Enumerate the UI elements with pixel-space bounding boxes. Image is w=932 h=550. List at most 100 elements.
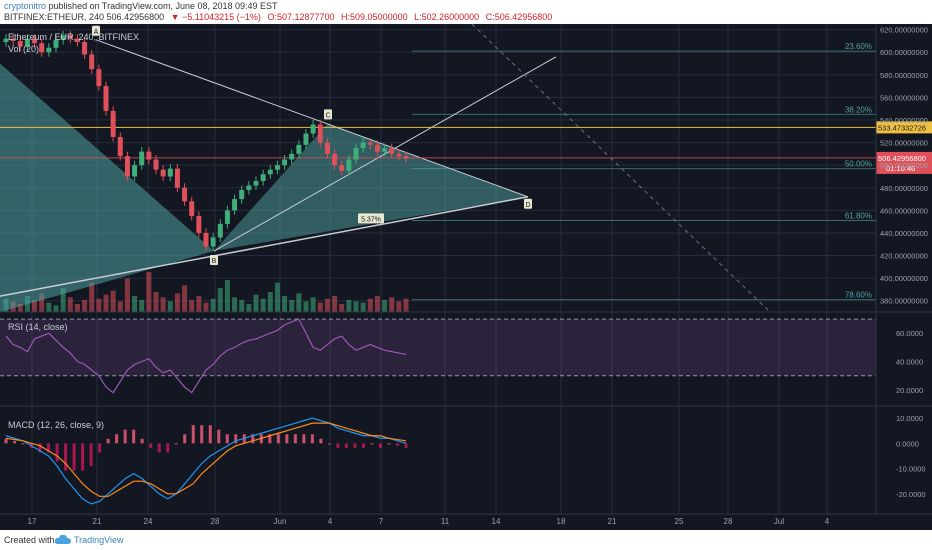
volume-bar — [39, 293, 45, 312]
volume-bar — [239, 300, 245, 312]
pattern-point-label: C — [325, 112, 330, 119]
volume-bar — [17, 304, 23, 312]
candle-body — [103, 86, 109, 111]
macd-histogram-bar — [344, 443, 348, 448]
candle-body — [132, 165, 138, 177]
volume-bar — [296, 293, 302, 312]
macd-histogram-bar — [72, 443, 76, 471]
volume-bar — [353, 301, 359, 312]
x-tick-label: 21 — [608, 517, 617, 526]
axes: 17 21 24 28 Jun 4 7 11 14 18 21 25 28 Jul 4 620.0000000… — [0, 24, 932, 526]
x-tick-label: 24 — [144, 517, 153, 526]
dashed-trendline — [471, 24, 771, 313]
rsi-label: RSI (14, close) — [8, 322, 68, 332]
volume-bar — [324, 298, 330, 312]
candle-body — [139, 151, 145, 166]
price-tick-label: 560.00000000 — [880, 93, 928, 102]
candle-body — [189, 201, 195, 216]
candle-body — [217, 223, 223, 238]
macd-histogram-bar — [353, 443, 357, 448]
signal-line — [5, 422, 407, 497]
macd-histogram-bar — [115, 434, 119, 444]
volume-bar — [153, 292, 159, 312]
macd-histogram-bar — [208, 425, 212, 444]
volume-bar — [403, 298, 409, 312]
candle-body — [146, 151, 152, 160]
candle-body — [210, 237, 216, 247]
low-value: L:502.26000000 — [414, 12, 480, 22]
macd-histogram-bar — [13, 441, 17, 444]
chart-canvas[interactable]: 23.60% 38.20% 50.00% 61.80% 78.60% 533.47332… — [0, 24, 932, 530]
candle-body — [82, 42, 88, 55]
candle-body — [67, 35, 73, 39]
price-tick-label: 600.00000000 — [880, 48, 928, 57]
macd-histogram-bar — [327, 443, 331, 445]
price-tick-label: 520.00000000 — [880, 139, 928, 148]
x-tick-label: 14 — [492, 517, 501, 526]
macd-histogram-bar — [251, 434, 255, 444]
created-with-text: Created with — [4, 535, 55, 545]
teal-triangle-left — [0, 63, 214, 312]
volume-bar — [167, 301, 173, 312]
volume-bar — [260, 298, 266, 312]
candle-body — [124, 156, 130, 177]
candle-body — [3, 38, 9, 43]
price-tick-label: 400.00000000 — [880, 274, 928, 283]
candlesticks — [3, 30, 409, 252]
macd-histogram-bar — [234, 434, 238, 444]
x-tick-label: 28 — [211, 517, 220, 526]
candle-body — [160, 169, 166, 177]
volume-bar — [146, 272, 152, 312]
countdown-label: 01:10:46 — [886, 164, 915, 173]
macd-histogram-bar — [387, 443, 391, 445]
macd-histogram-bar — [98, 443, 102, 453]
macd-histogram-bar — [38, 443, 42, 453]
volume-bar — [203, 302, 209, 312]
macd-tick-label: 10.0000 — [896, 414, 923, 423]
pattern-point-label: D — [525, 202, 530, 209]
candle-body — [39, 43, 45, 53]
author-name[interactable]: cryptonitro — [4, 1, 47, 11]
volume-bar — [89, 282, 95, 312]
chart-title: Ethereum / EUR, 240, BITFINEX — [8, 32, 139, 42]
candle-body — [317, 124, 323, 143]
tradingview-cloud-icon — [54, 534, 71, 544]
grid-lines — [0, 24, 876, 514]
macd-histogram-bar — [157, 443, 161, 453]
macd-line — [5, 417, 407, 505]
volume-bar — [110, 290, 116, 312]
rsi-pane: 60.0000 40.0000 20.0000 — [0, 318, 923, 395]
candle-body — [332, 153, 338, 166]
volume-bar — [332, 296, 338, 312]
macd-histogram-bar — [370, 443, 374, 445]
macd-histogram-bar — [140, 438, 144, 444]
macd-histogram-bar — [64, 443, 68, 471]
last-price-tag — [876, 151, 932, 174]
candle-body — [203, 232, 209, 247]
macd-histogram-bar — [378, 443, 382, 448]
symbol-info: BITFINEX:ETHEUR, 240 — [4, 12, 105, 22]
support-trendline — [0, 196, 529, 297]
rsi-tick-label: 20.0000 — [896, 386, 923, 395]
candle-body — [246, 185, 252, 191]
close-value: C:506.42956800 — [485, 12, 553, 22]
candle-body — [289, 153, 295, 160]
x-tick-label: 11 — [441, 517, 450, 526]
macd-histogram-bar — [166, 443, 170, 453]
last-price-label: 506.42956800 — [878, 154, 926, 163]
candle-body — [32, 38, 38, 44]
x-tick-label: 18 — [557, 517, 566, 526]
macd-histogram-bar — [268, 434, 272, 444]
tradingview-brand[interactable]: TradingView — [74, 535, 124, 545]
chart-footer: Created with TradingView — [0, 530, 932, 550]
macd-histogram-bar — [149, 443, 153, 448]
published-info: published on TradingView.com, June 08, 2… — [48, 1, 278, 11]
teal-triangle-pattern — [214, 123, 528, 252]
macd-histogram-bar — [404, 443, 408, 448]
volume-bar — [139, 300, 145, 312]
fibonacci-levels: 23.60% 38.20% 50.00% 61.80% 78.60% — [412, 42, 876, 301]
volume-label: Vol (20) — [8, 44, 39, 54]
price-tick-label: 540.00000000 — [880, 116, 928, 125]
candle-body — [374, 144, 380, 152]
fib-level-label: 61.80% — [845, 212, 872, 221]
